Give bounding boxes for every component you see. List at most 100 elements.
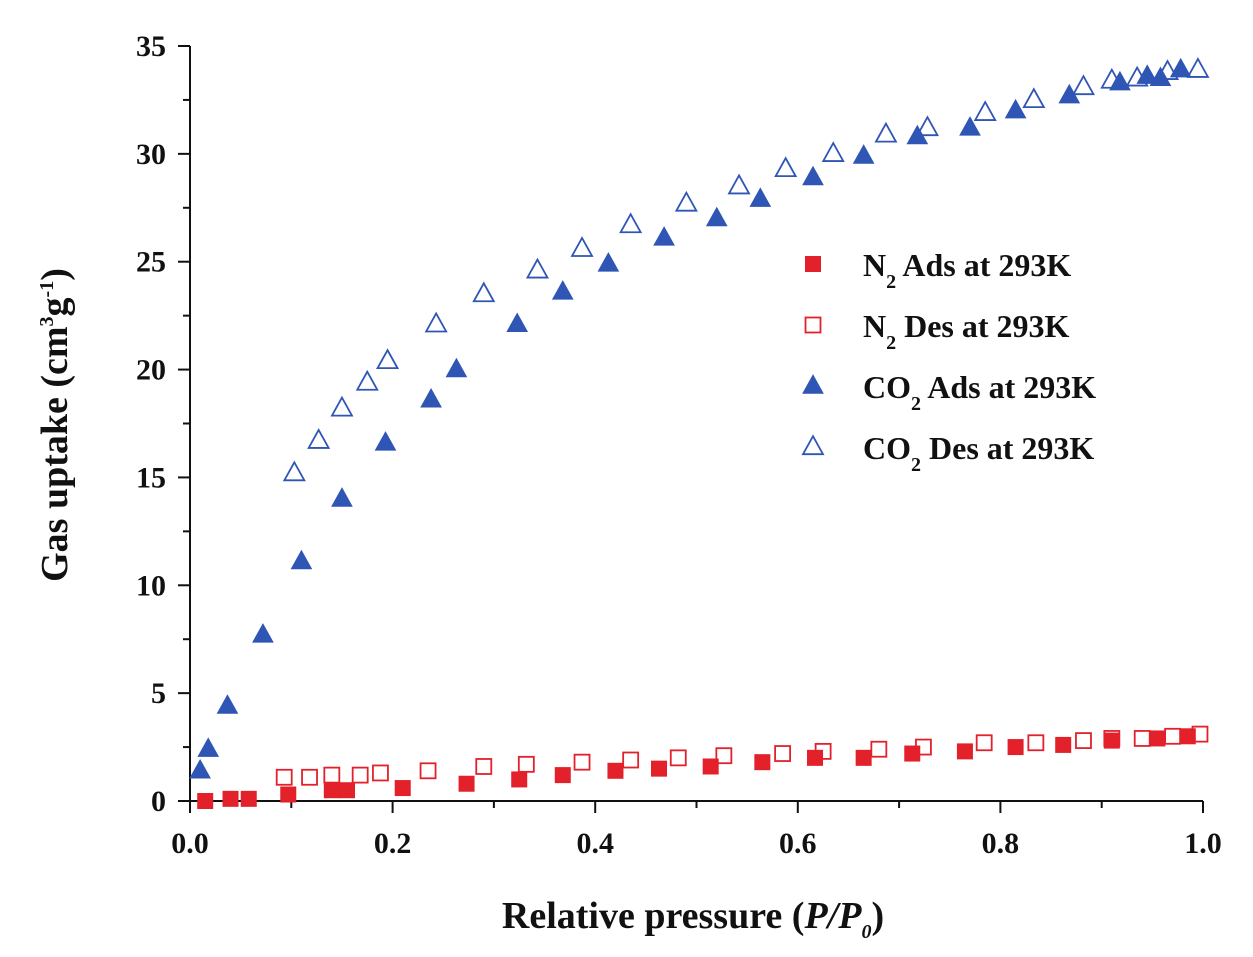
x-tick-label: 0.0 xyxy=(171,827,209,860)
series-1 xyxy=(275,725,1209,786)
data-point xyxy=(607,762,624,779)
data-point xyxy=(754,754,771,771)
data-point xyxy=(331,487,353,507)
data-point xyxy=(727,173,751,195)
data-point xyxy=(1075,732,1092,749)
legend-marker xyxy=(801,434,825,456)
y-tick-label: 35 xyxy=(136,30,166,63)
data-point xyxy=(1100,67,1124,89)
data-point xyxy=(1149,730,1166,747)
y-tick-label: 10 xyxy=(136,569,166,602)
x-tick-label: 0.4 xyxy=(576,827,614,860)
data-point xyxy=(445,357,468,378)
legend-label: CO2 Des at 293K xyxy=(863,430,1094,476)
data-point xyxy=(252,623,274,643)
data-point xyxy=(651,760,668,777)
data-point xyxy=(774,745,792,762)
data-point xyxy=(506,312,529,332)
y-tick-label: 5 xyxy=(151,677,166,710)
data-point xyxy=(674,190,698,212)
data-point xyxy=(374,431,397,451)
y-tick-label: 25 xyxy=(136,246,166,279)
data-point xyxy=(855,749,872,766)
data-point xyxy=(222,790,239,807)
legend-marker xyxy=(804,316,822,334)
data-point xyxy=(1169,57,1192,78)
data-point xyxy=(1055,736,1072,753)
data-point xyxy=(573,753,591,771)
data-point xyxy=(323,766,341,784)
data-point xyxy=(307,428,331,449)
data-point xyxy=(301,768,318,786)
data-point xyxy=(1191,725,1209,743)
data-point xyxy=(1149,66,1172,87)
data-point xyxy=(351,766,369,784)
data-point xyxy=(1156,59,1180,80)
data-point xyxy=(197,793,214,809)
data-point xyxy=(1164,727,1182,745)
data-point xyxy=(669,749,687,767)
data-point xyxy=(802,165,824,186)
data-point xyxy=(852,144,875,164)
data-point xyxy=(619,212,643,234)
axes: 0.0 0.2 0.4 0.6 0.8 1.0 0 5 10 15 20 25 30 35 xyxy=(136,30,1222,860)
data-point xyxy=(275,768,293,786)
data-point xyxy=(1109,70,1131,91)
legend-label: N2 Des at 293K xyxy=(863,308,1070,354)
data-point xyxy=(1103,730,1121,747)
data-point xyxy=(472,281,496,303)
data-point xyxy=(1133,730,1151,747)
x-tick-label: 0.6 xyxy=(779,827,817,860)
data-point xyxy=(1186,57,1210,78)
data-point xyxy=(475,758,493,775)
data-point xyxy=(874,121,898,143)
legend-marker xyxy=(802,374,824,394)
data-point xyxy=(355,369,379,391)
data-point xyxy=(956,743,973,760)
data-point xyxy=(290,549,313,570)
data-point xyxy=(1027,734,1045,752)
data-point xyxy=(570,236,594,257)
x-tick-label: 0.2 xyxy=(374,827,412,860)
data-point xyxy=(240,790,257,807)
data-point xyxy=(517,755,535,773)
x-tick-label: 0.8 xyxy=(982,827,1020,860)
data-point xyxy=(424,311,448,333)
data-point xyxy=(1022,87,1046,109)
y-tick-label: 20 xyxy=(136,354,166,387)
data-point xyxy=(458,775,475,792)
data-point xyxy=(870,740,888,758)
series-2 xyxy=(189,57,1192,779)
data-point xyxy=(959,116,981,136)
series-0 xyxy=(197,728,1196,809)
legend: N2 Ads at 293K N2 Des at 293K CO2 Ads at 2… xyxy=(801,247,1096,476)
data-point xyxy=(420,387,442,408)
data-point xyxy=(394,780,411,797)
y-axis-title: Gas uptake (cm3g-1) xyxy=(34,268,76,582)
legend-label: CO2 Ads at 293K xyxy=(863,369,1096,415)
y-tick-label: 0 xyxy=(151,785,166,818)
data-point xyxy=(705,206,728,227)
data-point xyxy=(715,747,733,765)
data-point xyxy=(973,100,997,121)
data-point xyxy=(525,257,549,279)
data-point xyxy=(323,782,340,799)
data-point xyxy=(376,348,400,370)
data-point xyxy=(189,758,211,779)
legend-label: N2 Ads at 293K xyxy=(863,247,1071,293)
data-point xyxy=(511,771,528,788)
data-point xyxy=(774,156,798,178)
data-point xyxy=(915,738,932,756)
data-point xyxy=(330,395,354,417)
data-point xyxy=(1071,74,1095,96)
data-point xyxy=(821,141,845,162)
data-point xyxy=(551,280,574,300)
data-point xyxy=(197,737,220,757)
data-point xyxy=(282,460,306,482)
data-point xyxy=(975,734,993,752)
data-point xyxy=(1007,739,1024,756)
x-axis-title: Relative pressure (P/P0) xyxy=(502,895,884,943)
data-point xyxy=(653,226,675,246)
data-point xyxy=(419,762,437,780)
data-point xyxy=(622,751,640,769)
